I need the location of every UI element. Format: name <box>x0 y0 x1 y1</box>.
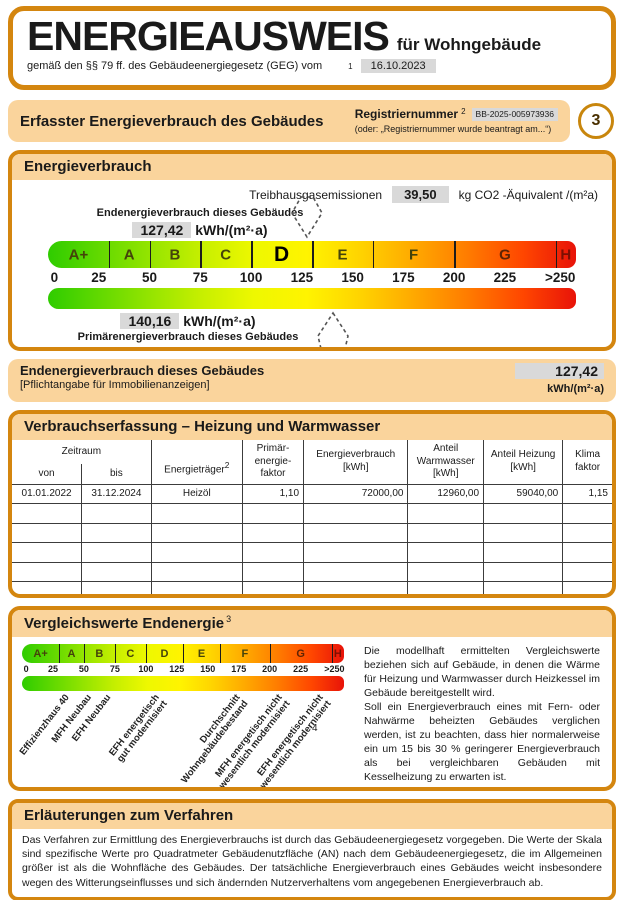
consumption-table: Zeitraum Energieträger2 Primär- energie-… <box>12 439 612 594</box>
comparison-footnote-ref: 3 <box>226 614 232 624</box>
banner-unit: kWh/(m²·a) <box>547 383 604 395</box>
comparison-note: Die modellhaft ermittelten Vergleichswer… <box>360 637 612 787</box>
banner-subtitle: [Pflichtangabe für Immobilienanzeigen] <box>20 379 210 391</box>
table-row <box>12 503 612 524</box>
energy-class-d: D <box>273 242 290 266</box>
energy-scale-ticks: 0 25 50 75 100 125 150 175 200 225 >250 <box>50 270 576 286</box>
comparison-scale-gradient <box>22 676 344 691</box>
document-subtitle: für Wohngebäude <box>396 35 542 54</box>
col-bis: bis <box>81 464 152 485</box>
end-energy-value: 127,42 <box>132 221 192 238</box>
registration-hint: (oder: „Registriernummer wurde beantragt… <box>354 123 552 134</box>
table-row: 01.01.2022 31.12.2024 Heizöl 1,10 72000,00 12… <box>12 483 612 504</box>
end-energy-unit: kWh/(m²·a) <box>195 221 268 238</box>
title-row: ENERGIEAUSWEIS für Wohngebäude <box>27 13 597 59</box>
ghg-value: 39,50 <box>392 186 449 203</box>
ghg-unit: kg CO2 -Äquivalent /(m²a) <box>458 187 598 202</box>
energy-class-h: H <box>560 246 572 264</box>
energy-class-g: G <box>499 246 511 264</box>
primary-energy-value: 140,16 <box>120 313 180 330</box>
table-row <box>12 581 612 594</box>
section-header-bar: Erfasster Energieverbrauch des Gebäudes … <box>8 100 570 142</box>
banner-title: Endenergieverbrauch dieses Gebäudes <box>20 363 265 378</box>
explanations-box: Erläuterungen zum Verfahren Das Verfahre… <box>8 799 616 900</box>
page-number-badge: 3 <box>578 103 614 139</box>
energy-consumption-box: Energieverbrauch Treibhausgasemissionen … <box>8 150 616 351</box>
end-energy-banner: Endenergieverbrauch dieses Gebäudes [Pfl… <box>8 359 616 402</box>
document-title: ENERGIEAUSWEIS <box>27 13 390 59</box>
col-von: von <box>12 464 83 485</box>
energy-class-e: E <box>337 246 348 264</box>
comparison-note-2: Soll ein Energieverbrauch eines mit Fern… <box>364 700 600 783</box>
banner-right: 127,42 kWh/(m²·a) <box>484 363 604 397</box>
col-energietraeger: Energieträger2 <box>150 439 243 485</box>
col-energieverbrauch: Energieverbrauch [kWh] <box>303 439 409 485</box>
energy-class-c: C <box>126 647 135 660</box>
energy-class-c: C <box>220 246 232 264</box>
energy-class-f: F <box>408 246 419 264</box>
table-row <box>12 561 612 582</box>
comparison-title: Vergleichswerte Endenergie 3 <box>12 610 612 637</box>
energietraeger-footnote-ref: 2 <box>224 459 230 470</box>
energy-scale: A+ A B C D E F G H 0 25 50 75 100 125 150 175 200 225 >250 <box>48 196 576 347</box>
comparison-box: Vergleichswerte Endenergie 3 A+ A B C D E F G H 0… <box>8 606 616 791</box>
consumption-table-title: Verbrauchserfassung – Heizung und Warmwa… <box>12 414 612 440</box>
ghg-row: Treibhausgasemissionen 39,50 kg CO2 -Äqu… <box>26 186 598 203</box>
primary-energy-label: Primärenergieverbrauch dieses Gebäudes <box>77 331 299 344</box>
col-primaerenergiefaktor: Primär- energie- faktor <box>241 439 305 485</box>
consumption-table-box: Verbrauchserfassung – Heizung und Warmwa… <box>8 410 616 598</box>
section-header-row: Erfasster Energieverbrauch des Gebäudes … <box>8 100 616 142</box>
registration-label: Registriernummer <box>354 106 459 121</box>
comparison-scale: A+ A B C D E F G H 0 25 50 75 100 125 150 175 200 225 >250 <box>22 644 344 691</box>
energy-class-aplus: A+ <box>33 647 48 660</box>
end-energy-label: Endenergieverbrauch dieses Gebäudes <box>96 207 304 219</box>
comparison-scale-classes: A+ A B C D E F G H <box>22 644 344 663</box>
energy-class-b: B <box>169 246 181 264</box>
energy-scale-gradient <box>48 288 576 310</box>
comparison-labels: Effizienzhaus 40 MFH Neubau EFH Neubau EFH … <box>18 691 344 787</box>
comparison-scale-area: A+ A B C D E F G H 0 25 50 75 100 125 150 175 200 225 >250… <box>12 637 360 787</box>
registration-block: Registriernummer 2 BB-2025-005973936 (od… <box>355 107 558 135</box>
col-anteil-heizung: Anteil Heizung [kWh] <box>483 439 564 485</box>
explanations-text: Das Verfahren zur Ermittlung des Energie… <box>22 834 602 889</box>
energy-class-a: A <box>67 647 76 660</box>
end-energy-block: Endenergieverbrauch dieses Gebäudes 127,… <box>74 207 326 239</box>
col-anteil-warmwasser: Anteil Warmwasser [kWh] <box>407 439 485 485</box>
col-klimafaktor: Klima faktor <box>562 439 612 485</box>
primary-energy-unit: kWh/(m²·a) <box>183 313 256 330</box>
comparison-note-1: Die modellhaft ermittelten Vergleichswer… <box>364 645 600 699</box>
law-date: 16.10.2023 <box>360 59 436 74</box>
comparison-label: EFH energetisch gut modernisiert <box>107 692 171 765</box>
ghg-label: Treibhausgasemissionen <box>249 187 383 202</box>
end-energy-marker-icon <box>290 196 323 239</box>
energy-class-aplus: A+ <box>68 246 89 264</box>
energy-class-e: E <box>197 647 206 660</box>
header: ENERGIEAUSWEIS für Wohngebäude gemäß den … <box>8 6 616 90</box>
comparison-labels-footnote-ref: 4 <box>312 723 318 734</box>
law-text: gemäß den §§ 79 ff. des Gebäudeenergiege… <box>27 60 323 73</box>
section-title: Erfasster Energieverbrauch des Gebäudes <box>20 112 324 130</box>
law-line: gemäß den §§ 79 ff. des Gebäudeenergiege… <box>27 59 597 74</box>
energy-class-a: A <box>123 246 135 264</box>
energy-scale-classes: A+ A B C D E F G H <box>48 241 576 269</box>
energy-consumption-title: Energieverbrauch <box>12 154 612 180</box>
energy-class-h: H <box>333 647 342 660</box>
banner-left: Endenergieverbrauch dieses Gebäudes [Pfl… <box>20 363 264 397</box>
energy-class-d: D <box>160 647 169 660</box>
table-row <box>12 542 612 563</box>
table-row <box>12 522 612 543</box>
primary-energy-marker-icon <box>316 311 349 347</box>
explanations-title: Erläuterungen zum Verfahren <box>12 803 612 829</box>
registration-number: BB-2025-005973936 <box>471 107 558 121</box>
registration-footnote-ref: 2 <box>461 106 466 116</box>
energy-class-b: B <box>95 647 104 660</box>
banner-value: 127,42 <box>515 363 604 379</box>
law-footnote-ref: 1 <box>348 61 353 71</box>
energy-class-g: G <box>296 647 305 660</box>
comparison-scale-ticks: 0 25 50 75 100 125 150 175 200 225 >250 <box>23 664 345 674</box>
col-zeitraum: Zeitraum <box>12 439 152 464</box>
primary-energy-block: 140,16 kWh/(m²·a) Primärenergieverbrauch… <box>54 312 322 344</box>
energy-class-f: F <box>241 647 249 660</box>
